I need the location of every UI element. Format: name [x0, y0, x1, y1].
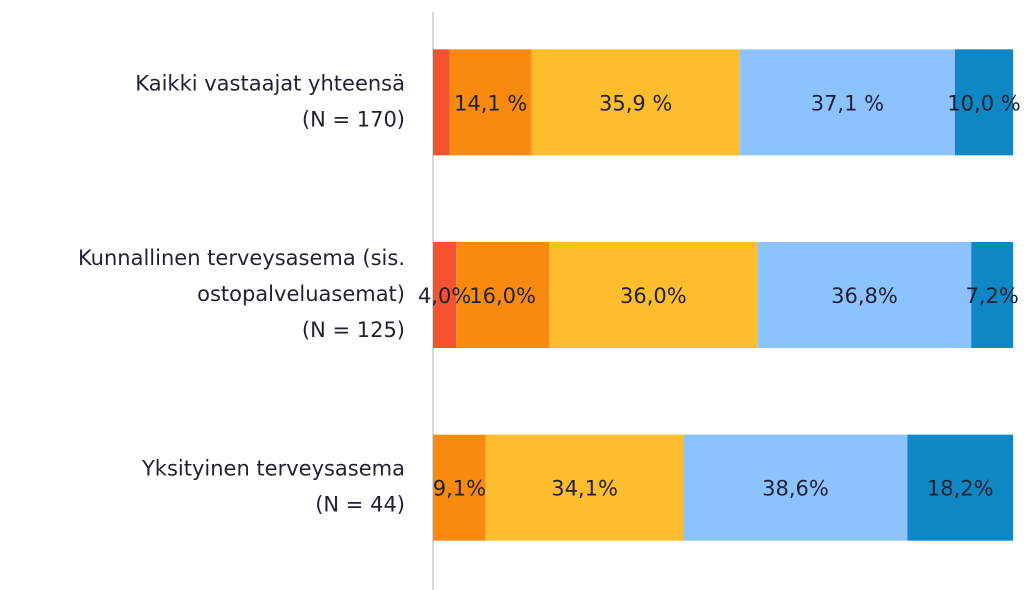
bar-segment — [757, 242, 972, 348]
value-label: 4,0% — [418, 284, 471, 308]
value-label: 14,1 % — [454, 91, 527, 115]
bar-segment — [683, 434, 908, 541]
bar-segment — [531, 49, 740, 156]
category-label: Kunnallinen terveysasema (sis. — [78, 246, 405, 270]
bar-segment — [456, 242, 549, 348]
bar-segment — [739, 49, 955, 156]
value-label: 18,2% — [927, 477, 994, 501]
category-label: (N = 125) — [302, 318, 405, 342]
bar-segment — [433, 242, 457, 348]
value-label: 36,8% — [831, 284, 898, 308]
value-label: 7,2% — [965, 284, 1018, 308]
value-label: 34,1% — [551, 477, 618, 501]
value-label: 9,1% — [433, 477, 486, 501]
bar-segment — [433, 434, 486, 541]
bar-segment — [955, 49, 1013, 156]
bar-segment — [485, 434, 684, 541]
category-label: Kaikki vastaajat yhteensä — [135, 71, 405, 95]
value-label: 35,9 % — [599, 91, 672, 115]
value-label: 16,0% — [469, 284, 536, 308]
category-label: (N = 170) — [302, 107, 405, 131]
value-label: 37,1 % — [811, 91, 884, 115]
category-label: (N = 44) — [315, 493, 405, 517]
bar-segment — [907, 434, 1013, 541]
category-label: ostopalveluasemat) — [197, 282, 405, 306]
bar-segment — [433, 49, 450, 156]
value-label: 10,0 % — [947, 91, 1020, 115]
category-label: Yksityinen terveysasema — [141, 457, 405, 481]
bar-segment — [549, 242, 758, 348]
value-label: 38,6% — [762, 477, 829, 501]
bar-segment — [971, 242, 1013, 348]
bar-segment — [449, 49, 532, 156]
value-label: 36,0% — [620, 284, 687, 308]
